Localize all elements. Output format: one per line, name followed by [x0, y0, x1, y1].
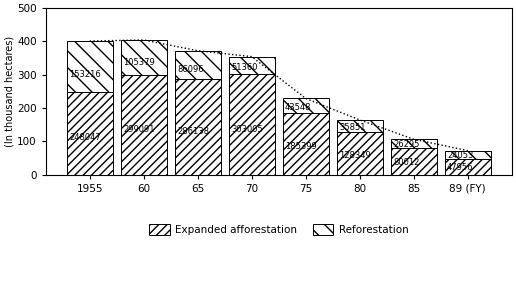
Text: 286138: 286138	[177, 127, 209, 136]
Text: 248047: 248047	[69, 133, 101, 142]
Bar	[67, 41, 112, 92]
Bar	[445, 150, 491, 159]
Bar	[283, 113, 329, 175]
Bar	[391, 148, 437, 175]
Bar	[175, 79, 221, 175]
Text: 43548: 43548	[285, 103, 312, 112]
Text: 303005: 303005	[231, 125, 263, 134]
Bar	[121, 75, 167, 175]
Y-axis label: (In thousand hectares): (In thousand hectares)	[4, 36, 14, 147]
Text: 47956: 47956	[447, 163, 473, 172]
Legend: Expanded afforestation, Reforestation: Expanded afforestation, Reforestation	[145, 220, 413, 239]
Bar	[121, 40, 167, 75]
Bar	[391, 139, 437, 148]
Text: 26295: 26295	[393, 140, 420, 149]
Bar	[175, 51, 221, 79]
Bar	[337, 120, 383, 132]
Bar	[229, 74, 275, 175]
Text: 86096: 86096	[177, 65, 204, 74]
Text: 299091: 299091	[123, 125, 154, 134]
Bar	[445, 159, 491, 175]
Text: 153216: 153216	[69, 70, 101, 79]
Text: 51360: 51360	[231, 63, 257, 72]
Bar	[337, 132, 383, 175]
Bar	[283, 98, 329, 113]
Text: 185399: 185399	[285, 142, 317, 151]
Text: 128349: 128349	[339, 151, 370, 160]
Bar	[229, 57, 275, 74]
Bar	[67, 92, 112, 175]
Text: 35851: 35851	[339, 123, 365, 132]
Text: 24053: 24053	[447, 151, 473, 160]
Text: 105379: 105379	[123, 58, 155, 67]
Text: 80012: 80012	[393, 158, 420, 167]
